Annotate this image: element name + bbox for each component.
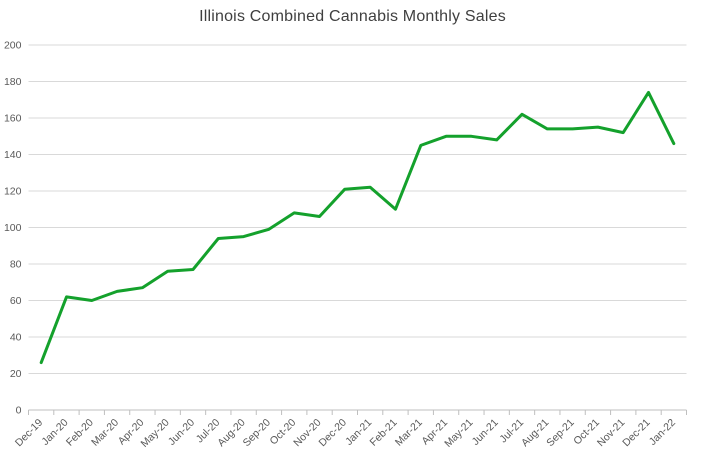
x-axis-tick-label: Feb-20 [64,417,96,449]
y-axis-tick-label: 180 [4,76,22,88]
x-axis-tick-label: Sep-20 [241,417,274,450]
y-axis-tick-label: 120 [4,186,22,198]
x-axis-tick-label: Jan-22 [647,417,678,448]
y-axis-tick-label: 40 [10,332,22,344]
x-axis-tick-label: Feb-21 [368,417,400,449]
y-axis-tick-label: 140 [4,149,22,161]
y-axis-tick-label: 60 [10,295,22,307]
x-axis-tick-label: Jun-20 [166,417,197,448]
y-axis-tick-label: 160 [4,113,22,125]
y-axis-tick-label: 200 [4,40,22,52]
sales-line-series [39,90,676,365]
x-axis-tick-label: Dec-19 [13,417,46,450]
x-axis-tick-label: Mar-21 [393,417,425,449]
chart-title: Illinois Combined Cannabis Monthly Sales [199,8,506,25]
x-axis-tick-label: Dec-20 [317,417,350,450]
y-axis-tick-label: 100 [4,222,22,234]
y-axis-tick-label: 0 [16,405,22,417]
x-axis-tick-label: Sep-21 [544,417,577,450]
x-axis-tick-label: May-21 [442,417,475,450]
y-axis-tick-label: 80 [10,259,22,271]
x-axis-tick-label: Dec-21 [620,417,653,450]
x-axis-tick-label: Mar-20 [89,417,121,449]
y-axis-tick-label: 20 [10,368,22,380]
x-axis-tick-label: Jun-21 [470,417,501,448]
x-axis-tick-label: May-20 [139,417,172,450]
